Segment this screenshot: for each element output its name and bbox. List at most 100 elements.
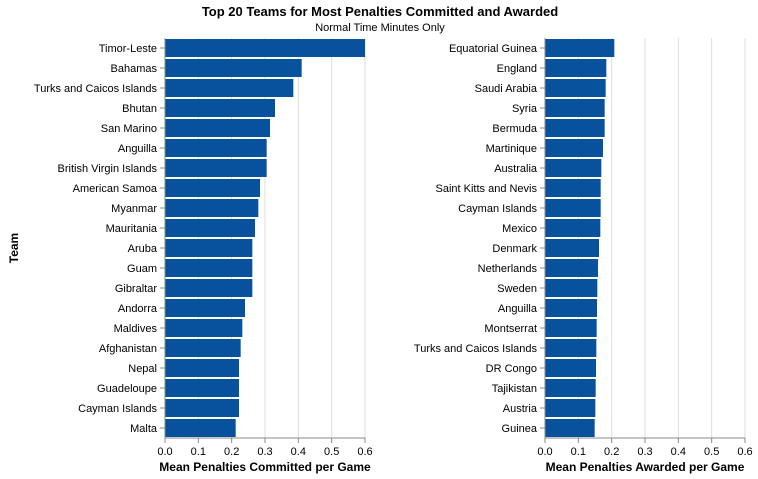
- committed-category-label: Myanmar: [111, 203, 157, 215]
- committed-x-tick-label: 0.0: [157, 446, 172, 458]
- awarded-category-label: Anguilla: [498, 303, 538, 315]
- awarded-category-label: Netherlands: [478, 263, 538, 275]
- awarded-bar[interactable]: [545, 319, 597, 337]
- committed-bar[interactable]: [165, 159, 267, 177]
- awarded-category-label: Sweden: [497, 283, 537, 295]
- awarded-bar[interactable]: [545, 239, 599, 257]
- awarded-bar[interactable]: [545, 39, 615, 57]
- committed-bar[interactable]: [165, 179, 260, 197]
- committed-category-label: Bahamas: [111, 63, 158, 75]
- awarded-bar[interactable]: [545, 79, 606, 97]
- awarded-category-label: England: [497, 63, 537, 75]
- awarded-bar[interactable]: [545, 299, 597, 317]
- committed-bar[interactable]: [165, 199, 259, 217]
- committed-category-label: Guadeloupe: [97, 383, 157, 395]
- committed-x-tick-label: 0.5: [324, 446, 339, 458]
- awarded-category-label: Bermuda: [492, 123, 538, 135]
- awarded-bar[interactable]: [545, 159, 602, 177]
- awarded-bar[interactable]: [545, 279, 598, 297]
- committed-bar[interactable]: [165, 319, 243, 337]
- awarded-bar[interactable]: [545, 419, 595, 437]
- committed-bar[interactable]: [165, 39, 365, 57]
- chart-subtitle: Normal Time Minutes Only: [315, 22, 445, 34]
- committed-panel: 0.0 0.1 0.2 0.3 0.4 0.5 0.6 Timor-Leste Bahamas T…: [34, 38, 373, 474]
- awarded-bar[interactable]: [545, 259, 598, 277]
- y-axis-title: Team: [7, 233, 21, 263]
- awarded-category-label: Montserrat: [484, 323, 537, 335]
- committed-category-label: Malta: [130, 423, 158, 435]
- awarded-category-label: Denmark: [492, 243, 537, 255]
- committed-category-label: British Virgin Islands: [58, 163, 158, 175]
- awarded-bar[interactable]: [545, 59, 607, 77]
- committed-x-tick-label: 0.1: [191, 446, 206, 458]
- awarded-bar[interactable]: [545, 219, 601, 237]
- committed-category-label: American Samoa: [73, 183, 158, 195]
- committed-bar[interactable]: [165, 239, 253, 257]
- committed-bar[interactable]: [165, 299, 245, 317]
- awarded-panel: 0.0 0.1 0.2 0.3 0.4 0.5 0.6 Equatorial Guinea En…: [414, 38, 753, 474]
- awarded-x-tick-label: 0.6: [737, 446, 752, 458]
- awarded-category-label: Guinea: [502, 423, 538, 435]
- awarded-x-tick-label: 0.5: [704, 446, 719, 458]
- committed-bar[interactable]: [165, 59, 302, 77]
- committed-category-label: Guam: [127, 263, 157, 275]
- awarded-bar[interactable]: [545, 199, 601, 217]
- committed-category-label: Turks and Caicos Islands: [34, 83, 158, 95]
- awarded-x-tick-label: 0.1: [571, 446, 586, 458]
- committed-x-axis-title: Mean Penalties Committed per Game: [159, 460, 371, 474]
- awarded-category-label: Austria: [503, 403, 538, 415]
- committed-category-label: Timor-Leste: [99, 43, 157, 55]
- committed-bar[interactable]: [165, 259, 253, 277]
- committed-x-tick-label: 0.4: [291, 446, 306, 458]
- committed-category-label: Cayman Islands: [78, 403, 157, 415]
- awarded-category-label: Martinique: [486, 143, 537, 155]
- awarded-x-tick-label: 0.4: [671, 446, 686, 458]
- committed-category-label: San Marino: [101, 123, 157, 135]
- committed-bar[interactable]: [165, 379, 239, 397]
- committed-bar[interactable]: [165, 119, 270, 137]
- committed-category-label: Nepal: [128, 363, 157, 375]
- awarded-category-label: Cayman Islands: [458, 203, 537, 215]
- committed-bar[interactable]: [165, 339, 241, 357]
- awarded-bar[interactable]: [545, 119, 605, 137]
- committed-category-label: Gibraltar: [115, 283, 158, 295]
- awarded-x-tick-label: 0.3: [637, 446, 652, 458]
- committed-category-label: Aruba: [128, 243, 158, 255]
- committed-x-tick-label: 0.3: [257, 446, 272, 458]
- awarded-category-label: Tajikistan: [492, 383, 537, 395]
- committed-bar[interactable]: [165, 419, 236, 437]
- awarded-bar[interactable]: [545, 339, 597, 357]
- committed-bar[interactable]: [165, 399, 239, 417]
- committed-x-tick-label: 0.6: [357, 446, 372, 458]
- committed-category-label: Afghanistan: [99, 343, 157, 355]
- awarded-category-label: DR Congo: [486, 363, 537, 375]
- awarded-x-axis-title: Mean Penalties Awarded per Game: [546, 460, 745, 474]
- committed-bar[interactable]: [165, 79, 294, 97]
- committed-category-label: Anguilla: [118, 143, 158, 155]
- committed-bar[interactable]: [165, 99, 275, 117]
- committed-category-label: Mauritania: [106, 223, 158, 235]
- chart-title: Top 20 Teams for Most Penalties Committe…: [202, 4, 558, 19]
- committed-category-label: Bhutan: [122, 103, 157, 115]
- awarded-x-tick-label: 0.0: [537, 446, 552, 458]
- committed-bar[interactable]: [165, 359, 239, 377]
- awarded-category-label: Saint Kitts and Nevis: [436, 183, 538, 195]
- committed-bar[interactable]: [165, 279, 253, 297]
- committed-bar[interactable]: [165, 219, 255, 237]
- awarded-bar[interactable]: [545, 139, 603, 157]
- awarded-category-label: Turks and Caicos Islands: [414, 343, 538, 355]
- awarded-bar[interactable]: [545, 359, 596, 377]
- committed-x-tick-label: 0.2: [224, 446, 239, 458]
- awarded-bar[interactable]: [545, 399, 596, 417]
- committed-category-label: Andorra: [118, 303, 158, 315]
- awarded-bar[interactable]: [545, 99, 605, 117]
- awarded-category-label: Australia: [494, 163, 538, 175]
- awarded-category-label: Saudi Arabia: [475, 83, 538, 95]
- committed-category-label: Maldives: [114, 323, 158, 335]
- awarded-category-label: Syria: [512, 103, 538, 115]
- committed-bar[interactable]: [165, 139, 267, 157]
- awarded-bar[interactable]: [545, 379, 596, 397]
- awarded-bar[interactable]: [545, 179, 601, 197]
- awarded-category-label: Equatorial Guinea: [449, 43, 538, 55]
